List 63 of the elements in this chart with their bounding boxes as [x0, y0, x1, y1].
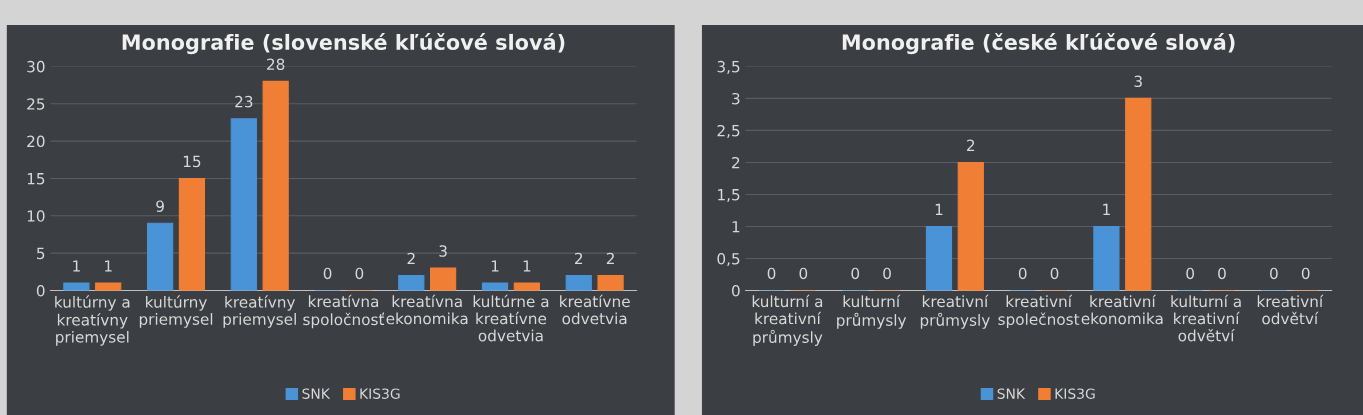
x-tick-label: kultúrne a kreatívne odvetvia [473, 294, 549, 342]
legend-label: SNK [302, 388, 331, 399]
data-label: 0 [1018, 267, 1027, 280]
y-tick-label: 30 [27, 60, 45, 73]
data-label: 3 [439, 245, 447, 257]
chart-title: Monografie (české kľúčové slová) [842, 33, 1235, 55]
data-label: 1 [1103, 203, 1110, 215]
data-label: 9 [156, 200, 164, 212]
data-label: 2 [967, 139, 975, 151]
chart-title: Monografie (slovenské kľúčové slová) [122, 33, 565, 55]
data-label: 0 [323, 267, 332, 280]
data-label: 0 [1301, 267, 1310, 280]
x-tick-label: kreatívna ekonomika [386, 294, 468, 325]
data-label: 15 [183, 155, 201, 168]
x-tick-label: kreatívne odvetvia [560, 294, 630, 325]
data-label: 0 [1218, 267, 1226, 280]
data-label: 1 [523, 260, 531, 272]
y-tick-label: 2,5 [717, 124, 740, 139]
y-tick-label: 1 [732, 221, 740, 233]
y-tick-label: 10 [27, 210, 45, 222]
y-tick-label: 1,5 [718, 189, 740, 203]
data-label: 1 [491, 260, 499, 272]
x-tick-label: kultúrny a kreatívny priemysel [55, 295, 130, 346]
legend-label: KIS3G [360, 388, 400, 399]
y-tick-label: 2 [732, 156, 740, 169]
data-label: 1 [105, 260, 112, 272]
data-label: 2 [575, 252, 583, 265]
y-tick-label: 3 [732, 92, 740, 105]
data-label: 0 [355, 267, 364, 280]
data-label: 0 [851, 267, 860, 280]
y-tick-label: 15 [27, 173, 45, 185]
x-tick-label: kulturní a kreativní průmysly [752, 294, 823, 346]
data-label: 3 [1134, 75, 1142, 88]
x-tick-label: kulturní a kreativní odvětví [1171, 294, 1241, 342]
x-tick-label: kultúrny priemysel [139, 295, 213, 328]
data-label: 0 [1050, 267, 1059, 280]
data-label: 2 [407, 252, 415, 265]
y-tick-label: 20 [27, 135, 45, 148]
x-tick-label: kreativní společnost [998, 294, 1080, 328]
y-tick-label: 3,5 [717, 60, 740, 74]
y-tick-label: 25 [27, 98, 45, 110]
data-label: 28 [267, 58, 285, 71]
data-label: 0 [799, 267, 808, 280]
data-label: 1 [73, 260, 80, 272]
data-label: 2 [606, 252, 614, 265]
data-label: 0 [1186, 267, 1194, 280]
y-tick-label: 5 [37, 247, 45, 260]
data-label: 23 [235, 95, 253, 108]
data-label: 0 [767, 267, 776, 280]
data-label: 0 [1270, 267, 1278, 280]
legend-label: KIS3G [1055, 388, 1095, 399]
data-label: 1 [935, 203, 943, 215]
y-tick-label: 0 [731, 284, 740, 297]
legend-label: SNK [997, 388, 1026, 399]
x-tick-label: kreativní ekonomika [1081, 294, 1163, 325]
x-tick-label: kreatívna spoločnosť [303, 294, 385, 329]
x-tick-label: kreativní odvětví [1257, 294, 1324, 325]
y-tick-label: 0,5 [717, 252, 740, 267]
x-tick-label: kreatívny priemysel [223, 295, 296, 328]
data-label: 0 [883, 267, 891, 280]
y-tick-label: 0 [36, 284, 45, 297]
x-tick-label: kreativní průmysly [920, 294, 990, 329]
x-tick-label: kulturní průmysly [837, 294, 907, 329]
